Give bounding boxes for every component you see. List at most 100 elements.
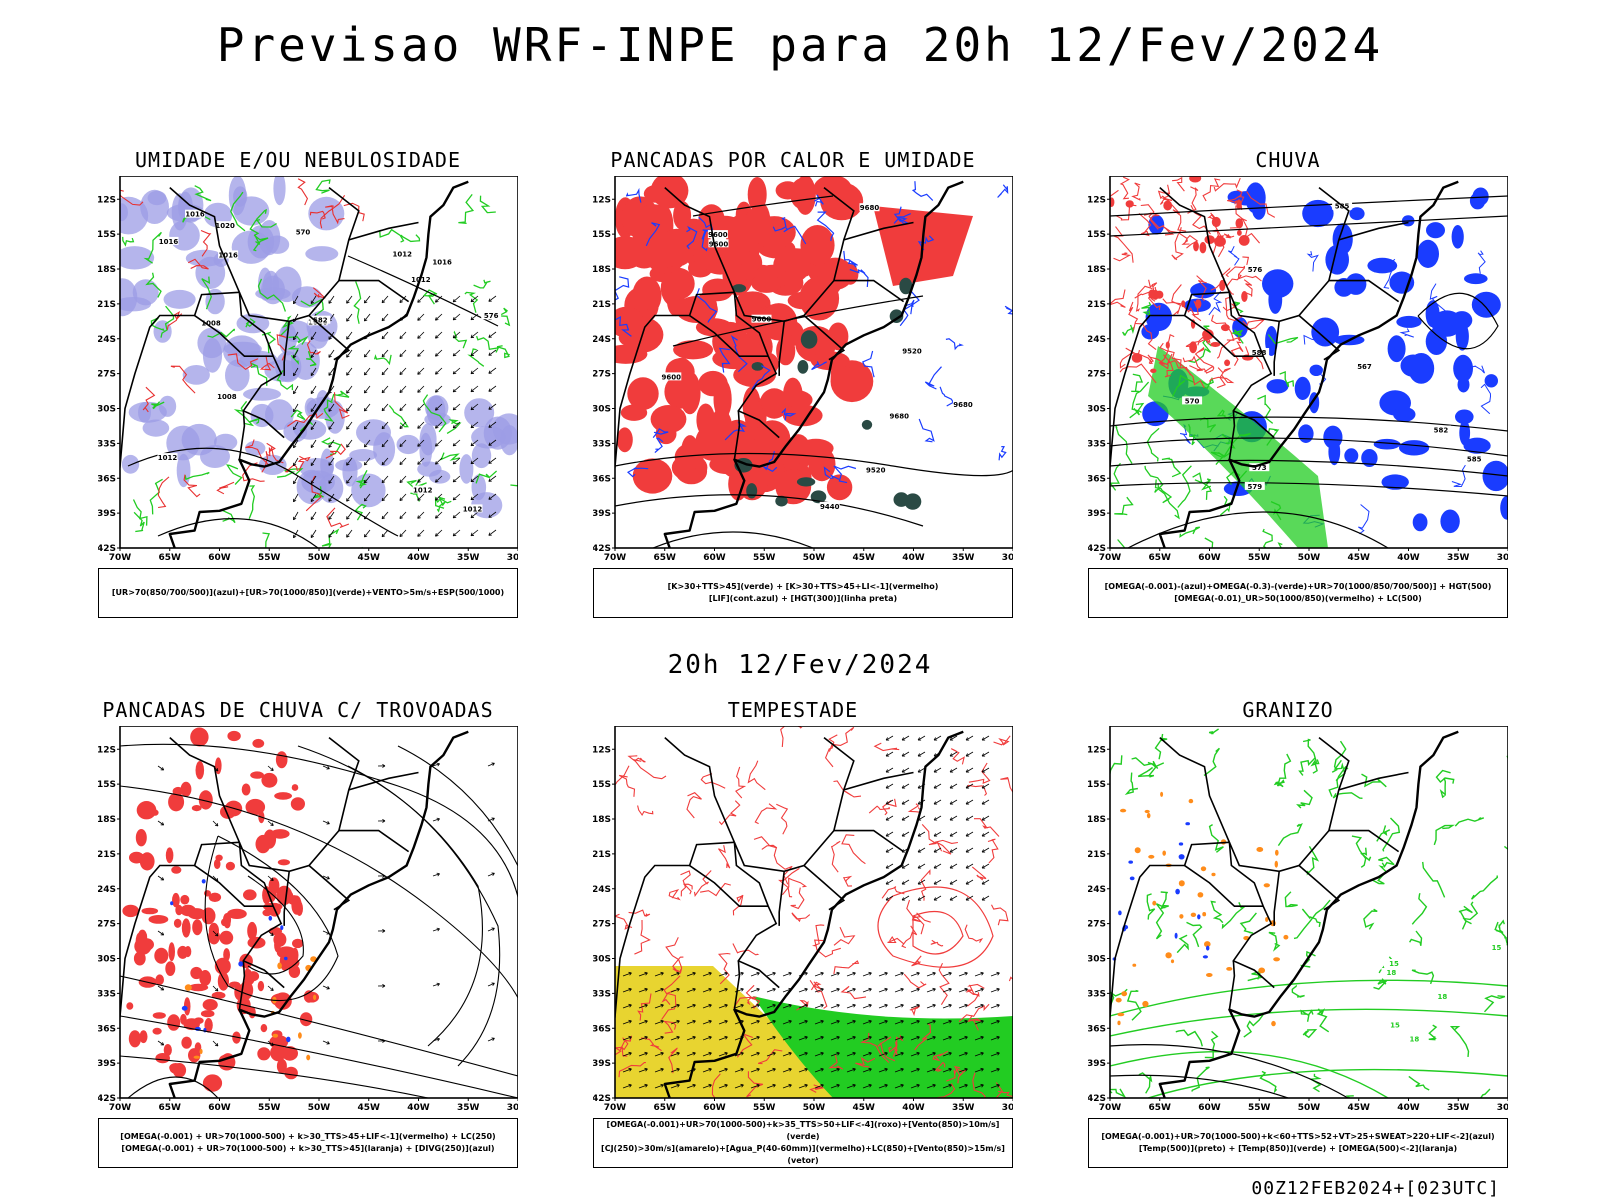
wind-vector — [364, 439, 371, 448]
contour-line — [997, 184, 1009, 198]
wind-vector — [310, 493, 317, 502]
wind-vector-head — [820, 1035, 824, 1040]
wind-vector-head — [708, 1067, 712, 1072]
wind-vector — [990, 988, 1000, 993]
shaded-area — [1214, 236, 1226, 247]
wind-vector — [958, 972, 968, 977]
wind-vector — [381, 385, 389, 394]
state-border — [688, 841, 769, 907]
wind-vector-head — [965, 833, 970, 837]
wind-vector-head — [836, 987, 840, 992]
shaded-area — [1144, 809, 1150, 814]
wind-vector — [435, 493, 443, 501]
contour-label-bg — [889, 411, 910, 420]
wind-vector — [734, 1004, 744, 1009]
shaded-area — [167, 1014, 181, 1031]
wind-vector — [990, 1084, 1000, 1089]
shaded-area — [1440, 509, 1460, 534]
contour-line — [1147, 354, 1163, 364]
contour-line — [730, 334, 748, 373]
wind-vector-head — [628, 1083, 632, 1088]
wind-vector — [750, 1084, 760, 1089]
wind-vector-head — [328, 516, 332, 520]
wind-vector-head — [399, 479, 403, 483]
shaded-area — [291, 341, 320, 380]
wind-vector-head — [836, 971, 840, 976]
wind-vector-head — [328, 534, 332, 538]
contour-line — [1194, 478, 1212, 491]
wind-vector — [435, 439, 443, 447]
wind-vector-head — [399, 335, 403, 339]
wind-vector — [452, 403, 461, 411]
contour-line — [467, 348, 485, 367]
wind-vector — [452, 349, 461, 357]
shaded-area — [180, 1013, 187, 1025]
wind-vector-head — [724, 1035, 728, 1040]
contour-label: 1012 — [463, 505, 483, 513]
shaded-area — [1178, 854, 1185, 860]
wind-vector — [862, 1020, 872, 1025]
wind-vector-head — [820, 1067, 824, 1072]
wind-vector — [488, 349, 497, 356]
contour-line — [1186, 921, 1203, 948]
wind-vector — [702, 1052, 712, 1057]
contour-line — [991, 904, 1009, 926]
shaded-area — [1393, 406, 1416, 422]
wind-vector-head — [399, 407, 403, 411]
contour-line — [1135, 285, 1153, 312]
wind-vector-head — [980, 987, 984, 992]
contour-line — [287, 412, 324, 427]
contour-line — [824, 734, 838, 768]
lat-tick-label: 39S — [593, 509, 611, 519]
contour-line — [934, 839, 958, 855]
contour-line — [841, 834, 866, 865]
contour-label: 582 — [1434, 427, 1449, 435]
contour-line — [1110, 1008, 1508, 1037]
contour-line — [1154, 479, 1173, 504]
wind-vector-head — [996, 1003, 1000, 1008]
contour-line — [810, 981, 822, 991]
legend-line: [OMEGA(-0.001) + UR>70(1000-500) + k>30_… — [121, 1144, 495, 1153]
contour-line — [458, 194, 475, 225]
contour-label: 567 — [1357, 363, 1372, 371]
shaded-area — [459, 454, 474, 484]
wind-vector-head — [756, 1067, 760, 1072]
shaded-area — [471, 425, 506, 449]
wind-vector-head — [270, 767, 274, 771]
wind-vector-head — [916, 1019, 920, 1024]
contour-line — [1208, 291, 1223, 316]
wind-vector-head — [820, 971, 824, 976]
shaded-area — [200, 445, 230, 468]
contour-line — [262, 532, 271, 548]
wind-vector-head — [270, 877, 274, 881]
shaded-area — [1451, 225, 1464, 249]
lat-tick-label: 24S — [1088, 335, 1106, 345]
state-border — [664, 737, 736, 843]
wind-vector-head — [417, 407, 421, 411]
wind-vector-head — [328, 426, 332, 430]
contour-line — [207, 328, 236, 338]
wind-vector-head — [381, 299, 386, 304]
wind-vector — [346, 349, 353, 358]
wind-vector-head — [310, 300, 315, 304]
wind-vector-head — [676, 1035, 680, 1040]
wind-vector — [310, 439, 317, 448]
shaded-area — [1202, 912, 1207, 917]
lon-tick-label: 60W — [1198, 1103, 1221, 1113]
wind-vector-head — [901, 833, 906, 837]
shaded-area — [227, 730, 241, 742]
contour-label: 1020 — [215, 222, 235, 230]
lon-tick-label: 45W — [1348, 553, 1371, 563]
shaded-area — [627, 377, 659, 410]
contour-line — [1154, 733, 1168, 760]
contour-line — [306, 340, 321, 355]
shaded-area — [151, 809, 159, 816]
contour-label-bg — [1432, 992, 1453, 1001]
wind-vector — [328, 475, 335, 484]
contour-line — [1284, 891, 1298, 908]
shaded-area — [674, 443, 704, 470]
contour-line — [1114, 496, 1134, 516]
wind-vector-head — [965, 881, 970, 885]
lon-tick-label: 40W — [1397, 1103, 1420, 1113]
wind-vector-head — [310, 372, 315, 376]
